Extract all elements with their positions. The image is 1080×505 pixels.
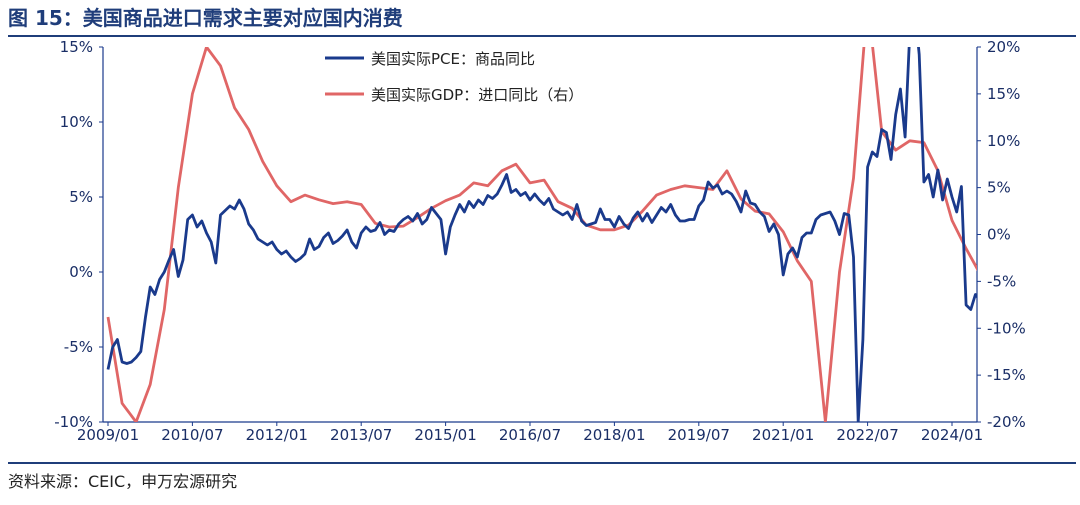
right-tick-label: 15% xyxy=(987,85,1020,103)
left-tick-label: 10% xyxy=(60,113,93,131)
left-tick-label: 0% xyxy=(69,263,93,281)
right-tick-label: 10% xyxy=(987,132,1020,150)
x-tick-label: 2009/01 xyxy=(77,426,139,444)
x-tick-label: 2012/01 xyxy=(246,426,308,444)
right-tick-label: 20% xyxy=(987,38,1020,56)
x-tick-label: 2018/01 xyxy=(583,426,645,444)
right-tick-label: -5% xyxy=(987,272,1016,290)
chart-title: 图 15：美国商品进口需求主要对应国内消费 xyxy=(8,6,403,30)
legend-label-gdp: 美国实际GDP：进口同比（右） xyxy=(371,86,583,104)
legend-label-pce: 美国实际PCE：商品同比 xyxy=(371,50,535,68)
x-tick-label: 2019/07 xyxy=(668,426,730,444)
right-tick-label: -15% xyxy=(987,366,1026,384)
right-tick-label: 0% xyxy=(987,226,1011,244)
axes: 15% 10% 5% 0% -5% -10% 20% 15% 10% 5% 0% -5% -10% -15… xyxy=(54,38,1026,444)
right-tick-label: -10% xyxy=(987,319,1026,337)
x-tick-label: 2010/07 xyxy=(161,426,223,444)
right-tick-label: 5% xyxy=(987,179,1011,197)
x-tick-label: 2021/01 xyxy=(752,426,814,444)
x-tick-label: 2022/07 xyxy=(836,426,898,444)
series-layer xyxy=(106,47,977,422)
left-tick-label: 15% xyxy=(60,38,93,56)
left-tick-label: -10% xyxy=(54,413,93,431)
x-tick-label: 2024/01 xyxy=(921,426,983,444)
series-line-pce-goods xyxy=(106,47,977,422)
left-tick-label: -5% xyxy=(64,338,93,356)
right-tick-label: -20% xyxy=(987,413,1026,431)
source-divider xyxy=(8,462,1076,464)
left-tick-label: 5% xyxy=(69,188,93,206)
chart-area: 15% 10% 5% 0% -5% -10% 20% 15% 10% 5% 0% -5% -10% -15… xyxy=(54,38,1026,444)
x-tick-label: 2013/07 xyxy=(330,426,392,444)
source-note: 资料来源：CEIC，申万宏源研究 xyxy=(8,472,238,491)
title-divider xyxy=(8,35,1076,37)
x-tick-label: 2016/07 xyxy=(499,426,561,444)
x-tick-label: 2015/01 xyxy=(414,426,476,444)
